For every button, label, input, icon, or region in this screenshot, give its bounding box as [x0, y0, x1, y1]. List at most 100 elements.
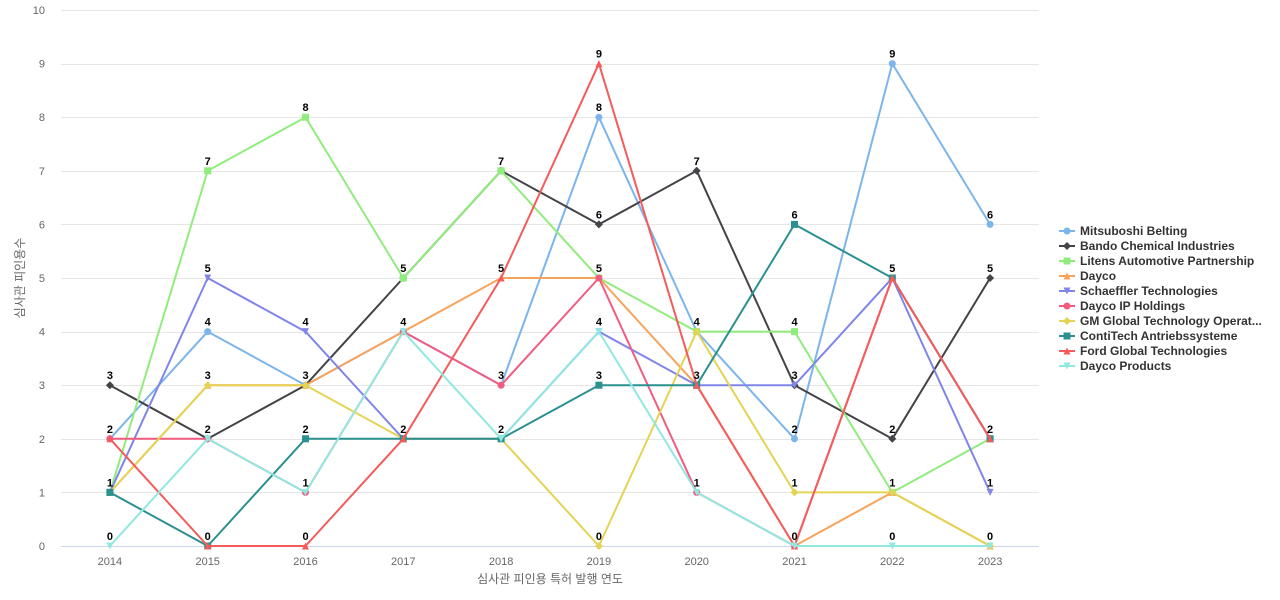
y-tick-label: 6 — [39, 219, 45, 231]
legend-marker[interactable] — [1063, 257, 1071, 265]
series-bando-chemical-industries[interactable] — [105, 166, 995, 443]
legend-item[interactable]: ContiTech Antriebssysteme — [1059, 329, 1238, 343]
data-point[interactable] — [399, 274, 407, 282]
legend-marker[interactable] — [1063, 287, 1071, 295]
legend-item[interactable]: Dayco — [1059, 269, 1116, 283]
data-label: 3 — [498, 370, 504, 382]
data-point[interactable] — [302, 488, 309, 496]
series-line[interactable] — [108, 62, 992, 440]
legend-item[interactable]: Dayco IP Holdings — [1059, 299, 1185, 313]
x-tick-label: 2015 — [195, 556, 219, 568]
data-point[interactable] — [986, 435, 994, 443]
data-point[interactable] — [594, 542, 603, 550]
data-point[interactable] — [106, 488, 114, 496]
data-point[interactable] — [204, 167, 212, 175]
data-label: 1 — [791, 477, 797, 489]
series-line[interactable] — [108, 169, 992, 440]
legend-marker[interactable] — [1063, 362, 1071, 370]
legend-label: ContiTech Antriebssysteme — [1080, 329, 1238, 343]
legend-item[interactable]: Litens Automotive Partnership — [1059, 254, 1254, 268]
legend-label: Dayco IP Holdings — [1080, 299, 1185, 313]
series-line[interactable] — [108, 62, 992, 547]
legend-item[interactable]: Dayco Products — [1059, 359, 1172, 373]
data-point[interactable] — [692, 166, 701, 175]
legend-marker[interactable] — [1063, 302, 1071, 310]
data-point[interactable] — [594, 220, 603, 229]
data-point[interactable] — [595, 381, 603, 389]
series-line[interactable] — [108, 116, 992, 494]
data-point[interactable] — [791, 220, 798, 228]
y-tick-label: 3 — [39, 380, 45, 392]
series-line[interactable] — [108, 223, 992, 547]
data-point[interactable] — [302, 113, 309, 121]
data-label: 5 — [498, 263, 504, 275]
data-point[interactable] — [204, 542, 212, 550]
data-point[interactable] — [595, 60, 603, 68]
data-point[interactable] — [399, 328, 407, 336]
data-label: 3 — [694, 370, 700, 382]
data-point[interactable] — [204, 328, 212, 336]
legend-label: Litens Automotive Partnership — [1080, 254, 1254, 268]
data-point[interactable] — [986, 274, 995, 282]
data-point[interactable] — [204, 435, 212, 443]
data-label: 3 — [302, 370, 308, 382]
legend-item[interactable]: Schaeffler Technologies — [1059, 284, 1218, 298]
data-point[interactable] — [302, 435, 309, 443]
legend-marker[interactable] — [1063, 332, 1071, 340]
data-point[interactable] — [203, 381, 212, 390]
legend-marker[interactable] — [1063, 347, 1071, 355]
legend-marker[interactable] — [1063, 317, 1071, 325]
series-line[interactable] — [108, 330, 992, 547]
data-point[interactable] — [888, 434, 897, 443]
data-point[interactable] — [888, 274, 896, 282]
data-point[interactable] — [888, 542, 896, 550]
data-point[interactable] — [497, 167, 505, 175]
data-point[interactable] — [105, 381, 114, 390]
data-label: 2 — [400, 424, 406, 436]
data-point[interactable] — [791, 435, 798, 443]
legend-marker[interactable] — [1063, 272, 1071, 280]
y-tick-label: 5 — [39, 273, 45, 285]
data-point[interactable] — [497, 381, 505, 389]
data-point[interactable] — [888, 60, 896, 68]
data-point[interactable] — [790, 488, 799, 497]
data-point[interactable] — [595, 274, 603, 282]
data-point[interactable] — [693, 488, 701, 496]
data-point[interactable] — [399, 435, 407, 443]
legend-item[interactable]: Bando Chemical Industries — [1059, 239, 1235, 253]
data-point[interactable] — [595, 113, 603, 121]
data-point[interactable] — [106, 435, 114, 443]
data-point[interactable] — [595, 328, 603, 336]
data-point[interactable] — [791, 328, 798, 336]
data-point[interactable] — [791, 381, 798, 389]
data-point[interactable] — [986, 488, 994, 496]
data-point[interactable] — [204, 274, 212, 282]
data-point[interactable] — [693, 381, 701, 389]
data-point[interactable] — [791, 542, 798, 550]
legend-item[interactable]: Mitsuboshi Belting — [1059, 224, 1187, 238]
data-label: 7 — [498, 156, 504, 168]
series-dayco-products[interactable] — [106, 328, 994, 550]
series-ford-global-technologies[interactable] — [106, 60, 994, 550]
data-point[interactable] — [497, 274, 505, 282]
data-point[interactable] — [986, 542, 994, 550]
data-point[interactable] — [692, 327, 701, 336]
data-label: 0 — [302, 531, 308, 543]
data-point[interactable] — [888, 488, 897, 497]
legend-marker[interactable] — [1063, 227, 1071, 235]
data-point[interactable] — [106, 542, 114, 550]
data-point[interactable] — [302, 542, 309, 550]
data-point[interactable] — [301, 381, 310, 390]
series-line[interactable] — [108, 330, 992, 547]
legend-label: Dayco Products — [1080, 359, 1172, 373]
data-point[interactable] — [302, 328, 309, 336]
legend-item[interactable]: Ford Global Technologies — [1059, 344, 1227, 358]
data-point[interactable] — [986, 220, 994, 228]
legend-item[interactable]: GM Global Technology Operat... — [1059, 314, 1262, 328]
data-point[interactable] — [497, 435, 505, 443]
y-tick-label: 0 — [39, 541, 45, 553]
legend-marker[interactable] — [1063, 242, 1071, 250]
x-tick-label: 2018 — [489, 556, 513, 568]
